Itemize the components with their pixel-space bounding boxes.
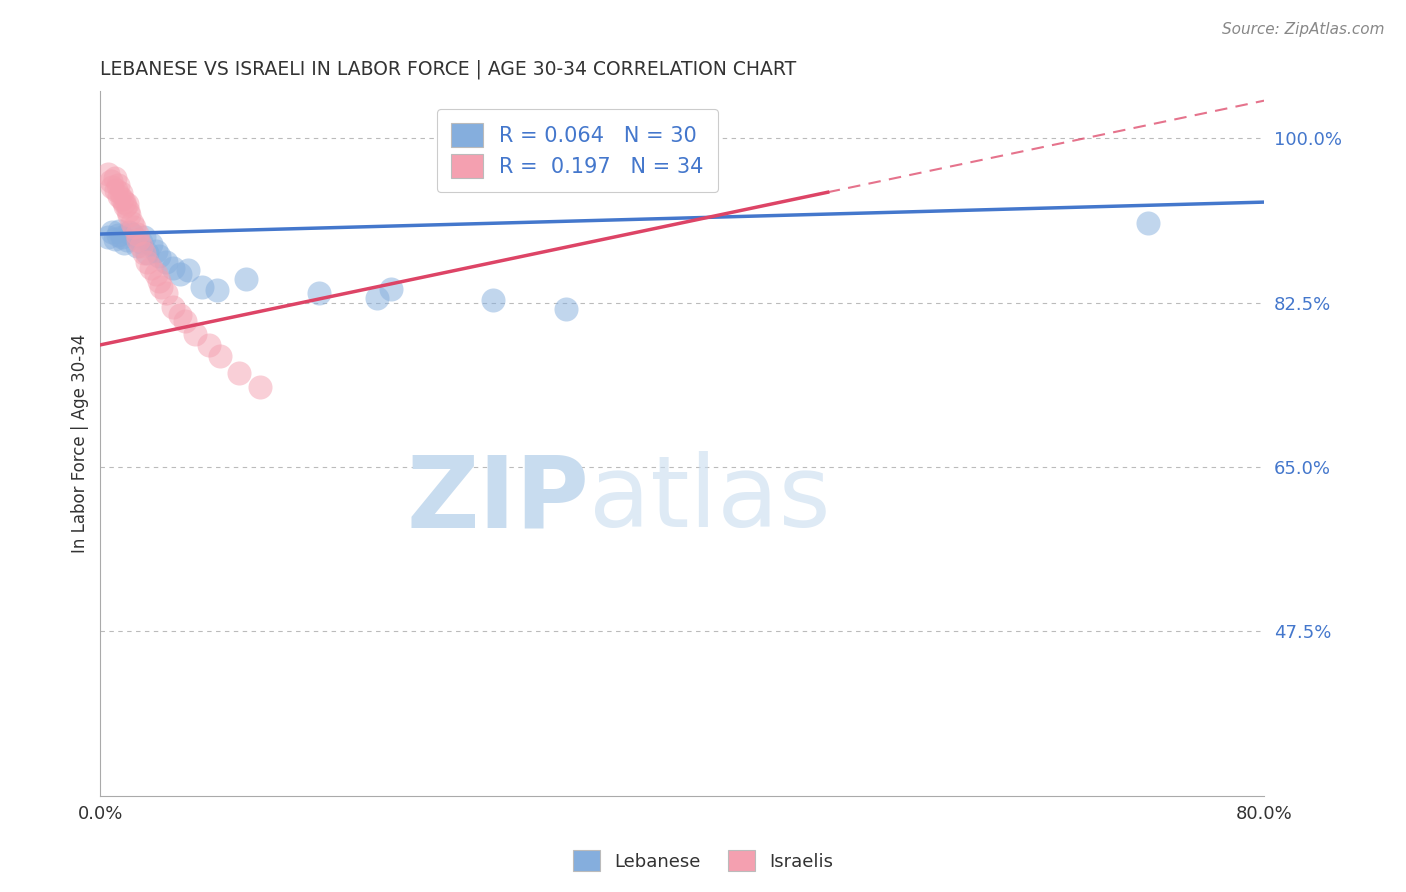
Point [121, 227, 143, 241]
Point [132, 230, 155, 244]
Point [117, 204, 139, 219]
Point [121, 216, 143, 230]
Point [125, 227, 148, 241]
Text: ZIP: ZIP [406, 451, 589, 549]
Point [148, 274, 170, 288]
Point [101, 180, 124, 194]
Point [176, 262, 198, 277]
Point [107, 227, 129, 242]
Point [107, 178, 129, 193]
Point [173, 314, 195, 328]
Point [155, 286, 177, 301]
Y-axis label: In Labor Force | Age 30-34: In Labor Force | Age 30-34 [72, 334, 89, 553]
Point [118, 208, 141, 222]
Point [145, 268, 167, 282]
Point [100, 173, 122, 187]
Point [150, 279, 173, 293]
Point [104, 232, 127, 246]
Point [122, 220, 145, 235]
Point [366, 291, 388, 305]
Text: Source: ZipAtlas.com: Source: ZipAtlas.com [1222, 22, 1385, 37]
Point [155, 255, 177, 269]
Point [308, 286, 330, 301]
Point [235, 272, 257, 286]
Point [112, 236, 135, 251]
Point [554, 302, 576, 317]
Point [135, 245, 157, 260]
Point [141, 260, 163, 275]
Point [108, 189, 131, 203]
Point [145, 244, 167, 258]
Point [129, 239, 152, 253]
Point [115, 233, 138, 247]
Text: atlas: atlas [589, 451, 831, 549]
Point [108, 224, 131, 238]
Point [111, 230, 134, 244]
Point [104, 170, 127, 185]
Point [118, 225, 141, 239]
Point [162, 301, 184, 315]
Point [97, 230, 120, 244]
Point [112, 195, 135, 210]
Point [191, 279, 214, 293]
Legend: R = 0.064   N = 30, R =  0.197   N = 34: R = 0.064 N = 30, R = 0.197 N = 34 [437, 109, 718, 193]
Text: LEBANESE VS ISRAELI IN LABOR FORCE | AGE 30-34 CORRELATION CHART: LEBANESE VS ISRAELI IN LABOR FORCE | AGE… [100, 60, 797, 79]
Point [482, 293, 505, 307]
Point [380, 281, 402, 295]
Point [125, 239, 148, 253]
Point [110, 186, 132, 200]
Point [111, 192, 134, 206]
Point [97, 167, 120, 181]
Point [169, 268, 191, 282]
Point [115, 197, 138, 211]
Point [184, 326, 207, 341]
Point [249, 380, 271, 394]
Point [205, 284, 228, 298]
Point [105, 183, 128, 197]
Point [1136, 216, 1159, 230]
Legend: Lebanese, Israelis: Lebanese, Israelis [565, 843, 841, 879]
Point [127, 233, 149, 247]
Point [114, 199, 136, 213]
Point [162, 260, 184, 275]
Point [129, 235, 152, 249]
Point [101, 225, 124, 239]
Point [141, 237, 163, 252]
Point [208, 349, 231, 363]
Point [135, 255, 157, 269]
Point [228, 366, 250, 380]
Point [148, 249, 170, 263]
Point [198, 338, 221, 352]
Point [132, 245, 155, 260]
Point [169, 308, 191, 322]
